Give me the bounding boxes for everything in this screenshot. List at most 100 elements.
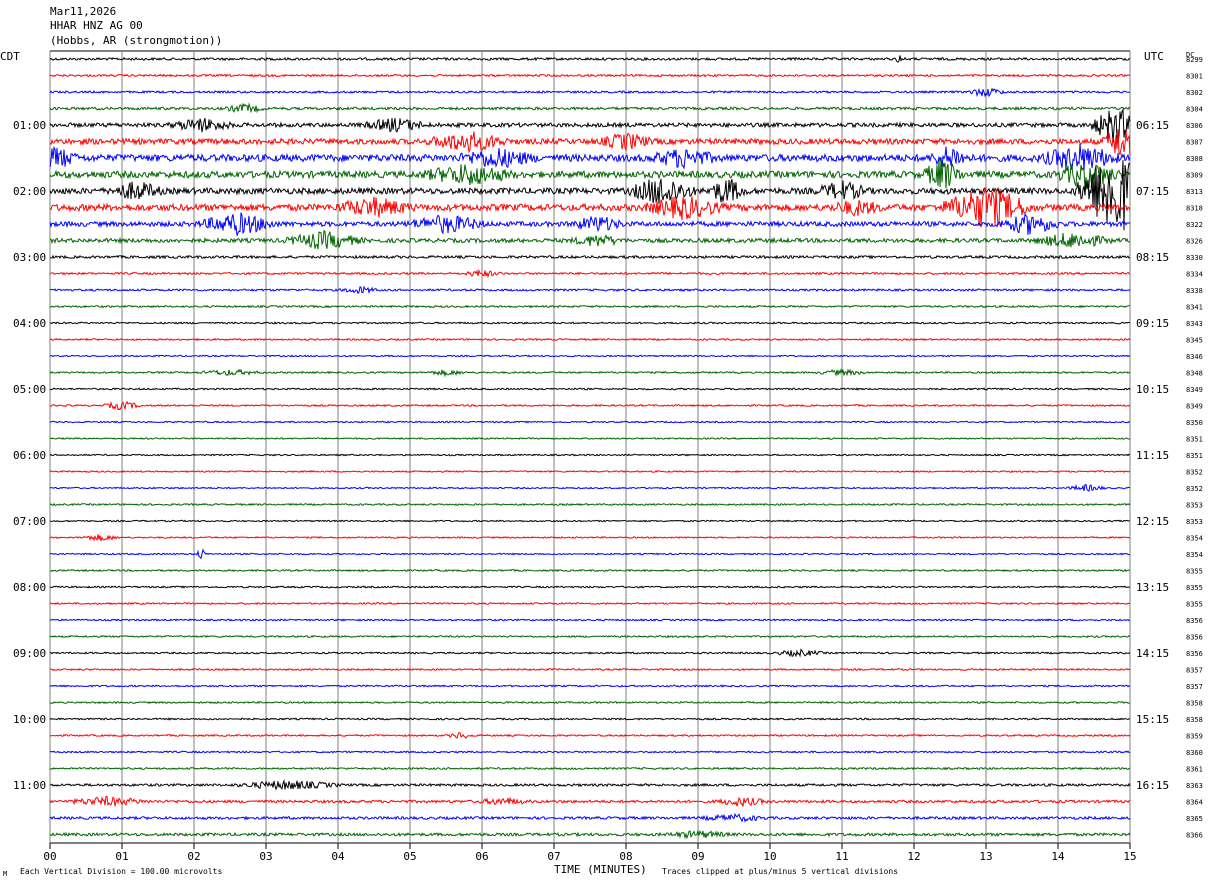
x-tick-label: 09 xyxy=(691,850,704,863)
dc-offset-label: 8355 xyxy=(1186,601,1203,609)
dc-offset-label: 8318 xyxy=(1186,205,1203,213)
dc-offset-label: 8352 xyxy=(1186,469,1203,477)
dc-offset-label: 8346 xyxy=(1186,353,1203,361)
x-tick-label: 02 xyxy=(187,850,200,863)
dc-offset-label: 8353 xyxy=(1186,502,1203,510)
dc-offset-label: 8307 xyxy=(1186,139,1203,147)
trace-1 xyxy=(49,73,1131,78)
trace-5 xyxy=(49,129,1131,157)
right-hour-label: 11:15 xyxy=(1136,449,1169,462)
trace-18 xyxy=(49,354,1131,358)
x-tick-label: 08 xyxy=(619,850,632,863)
left-hour-label: 05:00 xyxy=(13,383,46,396)
dc-offset-label: 8302 xyxy=(1186,89,1203,97)
dc-offset-label: 8355 xyxy=(1186,584,1203,592)
dc-offset-label: 8345 xyxy=(1186,337,1203,345)
trace-47 xyxy=(49,829,1131,840)
trace-36 xyxy=(49,648,1131,658)
trace-29 xyxy=(49,534,1131,542)
dc-offset-label: 8356 xyxy=(1186,617,1203,625)
trace-13 xyxy=(49,268,1131,279)
trace-9 xyxy=(49,187,1131,228)
trace-17 xyxy=(49,337,1131,342)
trace-25 xyxy=(49,469,1131,474)
x-axis-title: TIME (MINUTES) xyxy=(554,863,647,876)
dc-offset-label: 8351 xyxy=(1186,436,1203,444)
dc-offset-label: 8354 xyxy=(1186,535,1203,543)
trace-46 xyxy=(49,812,1131,823)
trace-group xyxy=(49,55,1131,840)
right-hour-label: 15:15 xyxy=(1136,713,1169,726)
right-hour-label: 14:15 xyxy=(1136,647,1169,660)
dc-offset-label: 8365 xyxy=(1186,815,1203,823)
left-timezone-label: CDT xyxy=(0,50,20,63)
trace-33 xyxy=(49,601,1131,606)
trace-39 xyxy=(49,700,1131,705)
dc-offset-label: 8306 xyxy=(1186,122,1203,130)
dc-offset-label: 8357 xyxy=(1186,683,1203,691)
left-hour-label: 10:00 xyxy=(13,713,46,726)
dc-offset-label: 8355 xyxy=(1186,568,1203,576)
trace-21 xyxy=(49,400,1131,411)
trace-11 xyxy=(49,229,1131,250)
trace-14 xyxy=(49,285,1131,295)
dc-offset-label: 8354 xyxy=(1186,551,1203,559)
scale-note: Each Vertical Division = 100.00 microvol… xyxy=(20,867,222,876)
right-timezone-label: UTC xyxy=(1144,50,1164,63)
dc-offset-label: 8359 xyxy=(1186,733,1203,741)
left-hour-label: 08:00 xyxy=(13,581,46,594)
trace-24 xyxy=(49,453,1131,457)
trace-27 xyxy=(49,502,1131,507)
trace-37 xyxy=(49,667,1131,672)
dc-offset-label: 8364 xyxy=(1186,799,1203,807)
date-label: Mar11,2026 xyxy=(50,5,117,18)
trace-0 xyxy=(49,55,1131,63)
dc-offset-label: 8360 xyxy=(1186,749,1203,757)
trace-8 xyxy=(49,160,1131,231)
right-hour-label: 06:15 xyxy=(1136,119,1169,132)
trace-4 xyxy=(49,107,1131,143)
dc-offset-label: 8334 xyxy=(1186,271,1203,279)
trace-32 xyxy=(49,585,1131,589)
x-tick-label: 01 xyxy=(115,850,128,863)
dc-offset-label: 8356 xyxy=(1186,650,1203,658)
right-hour-label: 08:15 xyxy=(1136,251,1169,264)
right-hour-label: 12:15 xyxy=(1136,515,1169,528)
trace-42 xyxy=(49,750,1131,754)
dc-offset-label: 8353 xyxy=(1186,518,1203,526)
dc-offset-label: 8352 xyxy=(1186,485,1203,493)
x-tick-label: 06 xyxy=(475,850,488,863)
trace-22 xyxy=(49,420,1131,424)
dc-offset-label: 8356 xyxy=(1186,634,1203,642)
x-tick-label: 12 xyxy=(907,850,920,863)
x-tick-label: 07 xyxy=(547,850,560,863)
dc-offset-label: 8322 xyxy=(1186,221,1203,229)
x-tick-label: 11 xyxy=(835,850,848,863)
right-hour-label: 13:15 xyxy=(1136,581,1169,594)
station-label: HHAR HNZ AG 00 xyxy=(50,19,143,32)
axis-labels: 00 01 02 03 04 05 06 07 08 09 10 11 12 13 14 15 8299 8301… xyxy=(13,56,1203,863)
left-hour-label: 07:00 xyxy=(13,515,46,528)
dc-offset-label: 8301 xyxy=(1186,73,1203,81)
x-tick-label: 05 xyxy=(403,850,416,863)
trace-10 xyxy=(49,212,1131,236)
trace-20 xyxy=(49,387,1131,391)
trace-41 xyxy=(49,732,1131,739)
trace-35 xyxy=(49,634,1131,639)
dc-offset-label: 8338 xyxy=(1186,287,1203,295)
corner-mark: M xyxy=(3,870,7,878)
dc-offset-label: 8366 xyxy=(1186,832,1203,840)
x-tick-label: 04 xyxy=(331,850,345,863)
trace-26 xyxy=(49,484,1131,492)
right-hour-label: 16:15 xyxy=(1136,779,1169,792)
left-hour-label: 01:00 xyxy=(13,119,46,132)
dc-offset-label: 8304 xyxy=(1186,106,1203,114)
right-hour-label: 09:15 xyxy=(1136,317,1169,330)
location-label: (Hobbs, AR (strongmotion)) xyxy=(50,34,223,47)
trace-40 xyxy=(49,717,1131,721)
dc-offset-label: 8326 xyxy=(1186,238,1203,246)
x-tick-label: 00 xyxy=(43,850,56,863)
trace-2 xyxy=(49,87,1130,98)
dc-offset-label: 8343 xyxy=(1186,320,1203,328)
trace-43 xyxy=(49,766,1131,771)
